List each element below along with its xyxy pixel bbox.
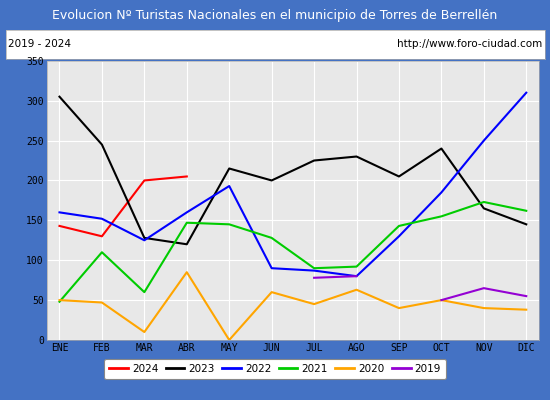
Text: Evolucion Nº Turistas Nacionales en el municipio de Torres de Berrellén: Evolucion Nº Turistas Nacionales en el m… xyxy=(52,8,498,22)
Text: http://www.foro-ciudad.com: http://www.foro-ciudad.com xyxy=(397,39,542,49)
Text: 2019 - 2024: 2019 - 2024 xyxy=(8,39,71,49)
Legend: 2024, 2023, 2022, 2021, 2020, 2019: 2024, 2023, 2022, 2021, 2020, 2019 xyxy=(104,359,446,379)
